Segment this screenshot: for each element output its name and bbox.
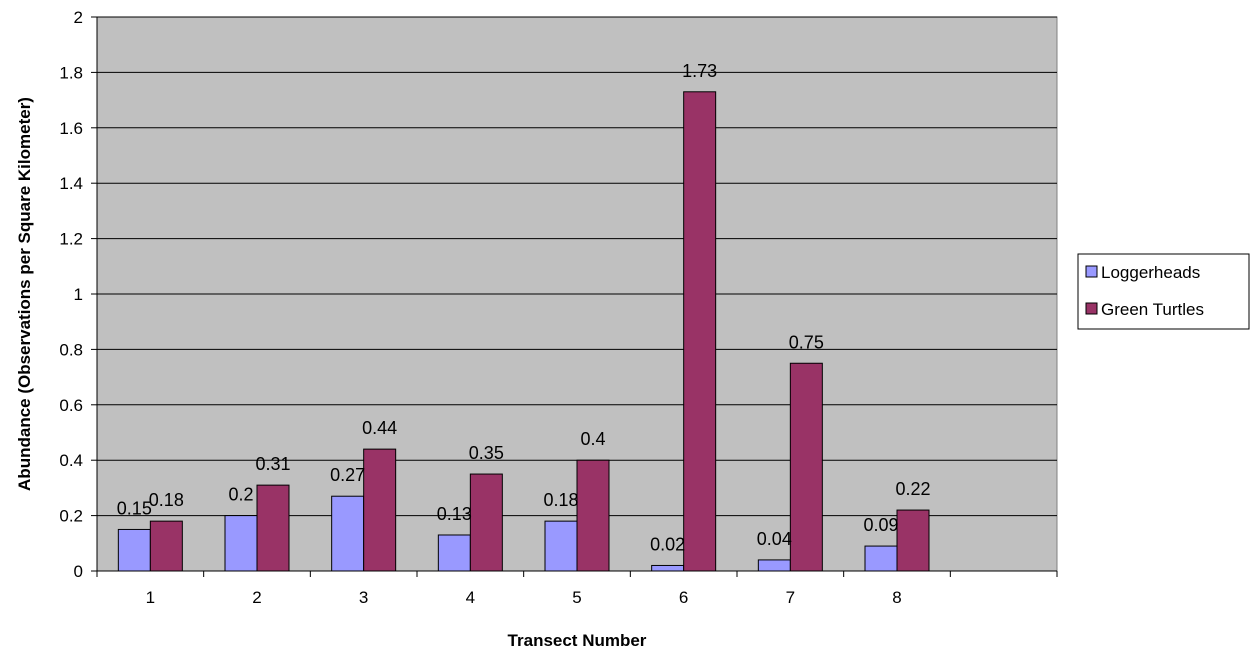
data-label-loggerheads: 0.13 [437, 504, 472, 524]
legend-swatch-loggerheads [1085, 265, 1098, 278]
bar-loggerheads [331, 495, 365, 572]
data-label-green-turtles: 0.18 [149, 490, 184, 510]
x-tick-label: 4 [466, 588, 475, 607]
data-labels: 0.15 0.2 0.27 0.13 0.18 0.02 0.04 0.09 0.18 0.31 0… [117, 61, 931, 555]
bar-green-turtles [683, 91, 717, 572]
x-axis: 1 2 3 4 5 6 7 8 [96, 570, 1058, 607]
bar-loggerheads [651, 564, 685, 572]
data-label-green-turtles: 1.73 [682, 61, 717, 81]
x-tick-label: 5 [572, 588, 581, 607]
legend-swatch-green-turtles [1085, 302, 1098, 315]
data-label-loggerheads: 0.27 [330, 465, 365, 485]
bar-loggerheads [864, 545, 898, 572]
data-label-green-turtles: 0.4 [580, 429, 605, 449]
y-axis-title: Abundance (Observations per Square Kilom… [15, 97, 34, 491]
data-label-green-turtles: 0.22 [895, 479, 930, 499]
x-tick-label: 7 [786, 588, 795, 607]
y-tick-label: 0 [74, 562, 83, 581]
y-tick-label: 1.4 [59, 174, 83, 193]
data-label-loggerheads: 0.15 [117, 498, 152, 518]
data-label-green-turtles: 0.35 [469, 443, 504, 463]
x-tick-label: 3 [359, 588, 368, 607]
data-label-loggerheads: 0.04 [757, 529, 792, 549]
bar-green-turtles [469, 473, 503, 572]
data-label-loggerheads: 0.02 [650, 534, 685, 554]
y-tick-label: 0.2 [59, 507, 83, 526]
y-tick-label: 1.2 [59, 230, 83, 249]
x-tick-label: 1 [146, 588, 155, 607]
x-axis-title: Transect Number [508, 631, 647, 650]
y-tick-label: 1.8 [59, 63, 83, 82]
y-tick-label: 1.6 [59, 119, 83, 138]
y-tick-label: 0.6 [59, 396, 83, 415]
data-label-loggerheads: 0.09 [863, 515, 898, 535]
data-label-green-turtles: 0.44 [362, 418, 397, 438]
data-label-loggerheads: 0.2 [228, 485, 253, 505]
y-tick-label: 0.4 [59, 451, 83, 470]
legend-label-loggerheads: Loggerheads [1101, 263, 1200, 282]
bar-green-turtles [896, 509, 930, 572]
bar-green-turtles [576, 459, 610, 572]
bar-green-turtles [363, 448, 397, 572]
y-tick-label: 1 [74, 285, 83, 304]
data-label-green-turtles: 0.31 [255, 454, 290, 474]
bar-green-turtles [256, 484, 290, 572]
y-tick-label: 0.8 [59, 340, 83, 359]
bar-loggerheads [437, 534, 471, 572]
bar-green-turtles [789, 362, 823, 572]
bar-loggerheads [224, 515, 258, 572]
legend: Loggerheads Green Turtles [1077, 253, 1250, 330]
bar-green-turtles [149, 520, 183, 572]
x-tick-label: 2 [252, 588, 261, 607]
bar-loggerheads [544, 520, 578, 572]
y-tick-label: 2 [74, 8, 83, 27]
legend-frame [1077, 253, 1250, 330]
bar-loggerheads [117, 528, 151, 572]
data-label-loggerheads: 0.18 [543, 490, 578, 510]
y-axis: 0 0.2 0.4 0.6 0.8 1 1.2 1.4 1.6 1.8 2 [59, 8, 98, 581]
x-tick-label: 6 [679, 588, 688, 607]
data-label-green-turtles: 0.75 [789, 332, 824, 352]
x-tick-label: 8 [892, 588, 901, 607]
legend-label-green-turtles: Green Turtles [1101, 300, 1204, 319]
bar-loggerheads [757, 559, 791, 572]
